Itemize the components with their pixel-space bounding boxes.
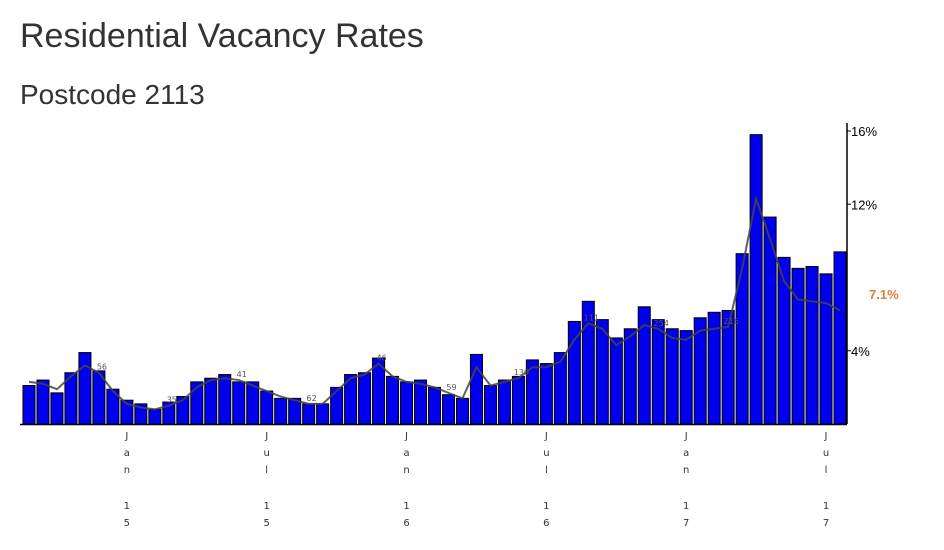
data-label-40: 111 (584, 313, 599, 322)
y-tick-label: 16% (851, 124, 877, 139)
y-ticks-group: 16% 12% 4% (847, 124, 877, 359)
data-label-10: 35 (167, 396, 177, 405)
x-tick-char: 1 (403, 501, 409, 512)
data-label-50: 216 (723, 317, 738, 326)
bar-28 (414, 379, 428, 425)
x-tick-char: n (403, 465, 409, 476)
chart-subtitle: Postcode 2113 (20, 79, 205, 110)
chart-title: Residential Vacancy Rates (20, 17, 424, 55)
x-tick-char: a (683, 448, 689, 459)
bar-56 (805, 266, 819, 425)
bar-21 (316, 403, 330, 425)
data-label-35: 130 (514, 368, 529, 377)
bar-22 (330, 386, 344, 425)
bar-53 (763, 216, 777, 425)
x-tick-char: J (404, 431, 408, 442)
trend-line (28, 194, 841, 411)
x-tick-label: Jan 1 5 (124, 431, 130, 529)
x-tick-char: u (823, 448, 829, 459)
x-tick-label: Jul 1 7 (823, 431, 829, 529)
bar-34 (497, 379, 511, 425)
bar-43 (623, 328, 637, 425)
bar-58 (833, 251, 847, 425)
x-tick-char: J (264, 431, 268, 442)
bars-group (22, 134, 847, 425)
bar-18 (274, 397, 288, 425)
x-tick-char: l (545, 465, 548, 476)
data-label-15: 41 (237, 370, 247, 379)
bar-46 (665, 328, 679, 425)
x-tick-char: l (265, 465, 268, 476)
bar-33 (483, 385, 497, 425)
x-tick-char: u (264, 448, 270, 459)
bar-37 (539, 363, 553, 425)
bar-52 (749, 134, 763, 425)
x-tick-char: J (124, 431, 128, 442)
bar-4 (78, 352, 92, 425)
x-tick-char: 1 (683, 501, 689, 512)
bar-27 (400, 381, 414, 425)
x-tick-char: 1 (823, 501, 829, 512)
x-tick-char: J (824, 431, 828, 442)
bar-35 (511, 375, 525, 425)
x-tick-char: 5 (124, 518, 130, 529)
x-tick-char: 7 (823, 518, 829, 529)
x-tick-char: n (683, 465, 689, 476)
x-tick-char: J (684, 431, 688, 442)
bar-57 (819, 273, 833, 425)
x-tick-char: u (543, 448, 549, 459)
bar-45 (651, 319, 665, 425)
bar-24 (358, 372, 372, 425)
bar-29 (427, 386, 442, 425)
bar-26 (386, 375, 400, 425)
x-tick-label: Jan 1 7 (683, 431, 689, 529)
x-tick-char: l (825, 465, 828, 476)
y-tick-label: 12% (851, 197, 877, 212)
data-label-5: 56 (97, 363, 107, 372)
bar-1 (36, 379, 50, 425)
x-tick-char: 6 (403, 518, 409, 529)
x-tick-char: 5 (264, 518, 270, 529)
data-labels-group: 56 35 41 62 46 59 130 111 254 216 (97, 313, 739, 404)
x-tick-label: Jan 1 6 (403, 431, 409, 529)
bar-41 (595, 319, 609, 425)
x-tick-label: Jul 1 5 (264, 431, 270, 529)
bar-9 (148, 408, 162, 425)
x-tick-char: 1 (264, 501, 270, 512)
bar-2 (50, 392, 64, 425)
x-tick-char: a (403, 448, 409, 459)
current-value-label: 7.1% (869, 287, 899, 302)
x-tick-char: 1 (124, 501, 130, 512)
data-label-45: 254 (654, 319, 669, 328)
x-tick-char: 1 (543, 501, 549, 512)
x-tick-char: a (124, 448, 130, 459)
x-tick-char: n (124, 465, 130, 476)
bar-20 (302, 403, 316, 425)
x-tick-char: 7 (683, 518, 689, 529)
bar-42 (609, 337, 623, 425)
trend-group (28, 194, 841, 411)
x-ticks-group: Jan15Jul15Jan16Jul16Jan17Jul17Jan18Jul18… (124, 431, 830, 529)
bar-14 (218, 374, 232, 425)
bar-31 (455, 397, 469, 425)
data-label-20: 62 (307, 394, 317, 403)
data-label-25: 46 (376, 354, 386, 363)
x-tick-label: Jul 1 6 (543, 431, 549, 529)
x-tick-char: 6 (543, 518, 549, 529)
bar-13 (204, 377, 218, 425)
bar-51 (735, 253, 749, 425)
y-tick-label: 4% (851, 344, 870, 359)
bar-17 (260, 390, 274, 425)
bar-55 (791, 267, 805, 425)
bar-30 (441, 394, 456, 425)
bar-0 (22, 385, 36, 425)
data-label-30: 59 (446, 383, 456, 392)
bar-47 (679, 330, 693, 425)
bar-32 (469, 353, 483, 425)
x-tick-char: J (544, 431, 548, 442)
bar-39 (567, 320, 581, 425)
bar-15 (232, 381, 246, 425)
